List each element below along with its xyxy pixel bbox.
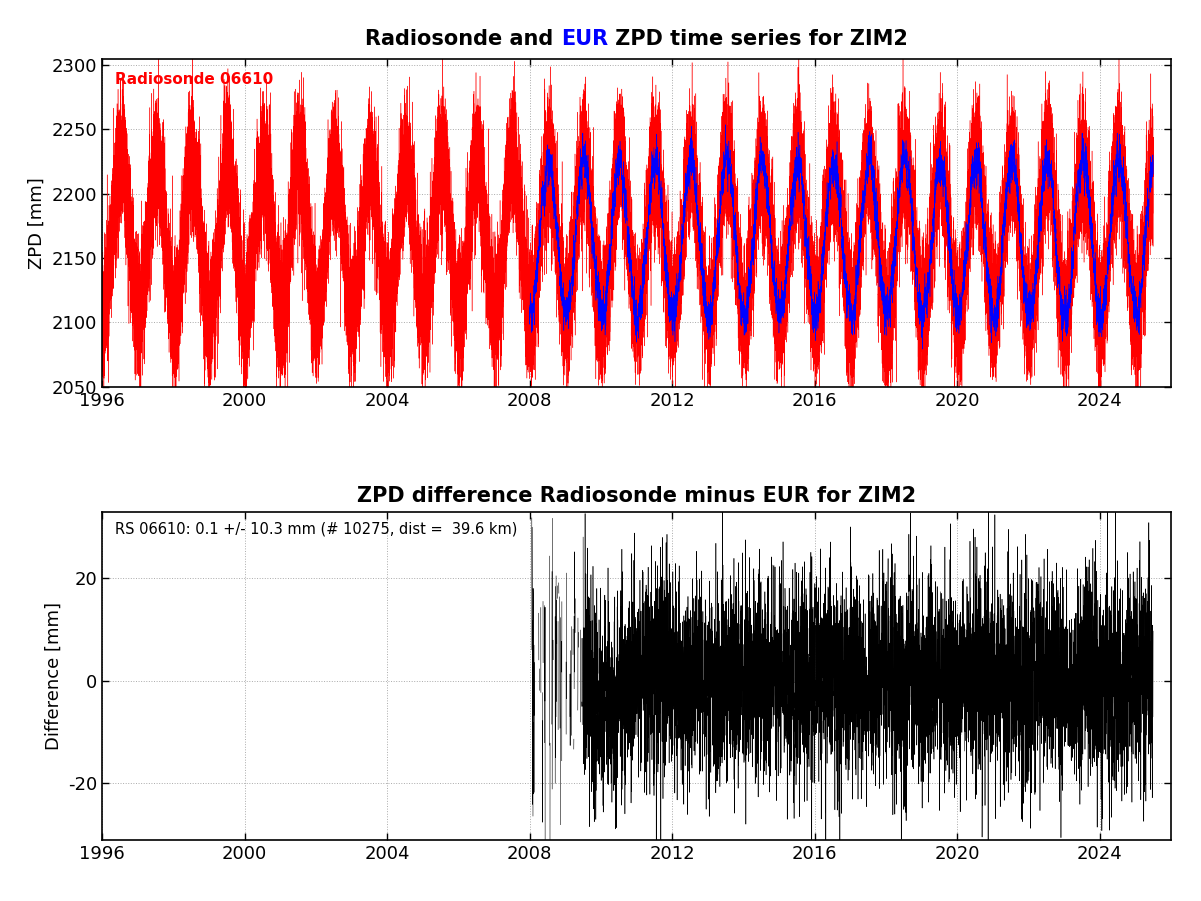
Text: ZPD time series for ZIM2: ZPD time series for ZIM2	[608, 29, 908, 49]
Y-axis label: Difference [mm]: Difference [mm]	[44, 602, 62, 750]
Text: Radiosonde 06610: Radiosonde 06610	[115, 72, 273, 86]
Y-axis label: ZPD [mm]: ZPD [mm]	[28, 177, 46, 268]
Text: RS 06610: 0.1 +/- 10.3 mm (# 10275, dist =  39.6 km): RS 06610: 0.1 +/- 10.3 mm (# 10275, dist…	[115, 522, 518, 536]
Title: ZPD difference Radiosonde minus EUR for ZIM2: ZPD difference Radiosonde minus EUR for …	[357, 486, 916, 505]
Text: EUR: EUR	[561, 29, 608, 49]
Text: Radiosonde and: Radiosonde and	[365, 29, 561, 49]
